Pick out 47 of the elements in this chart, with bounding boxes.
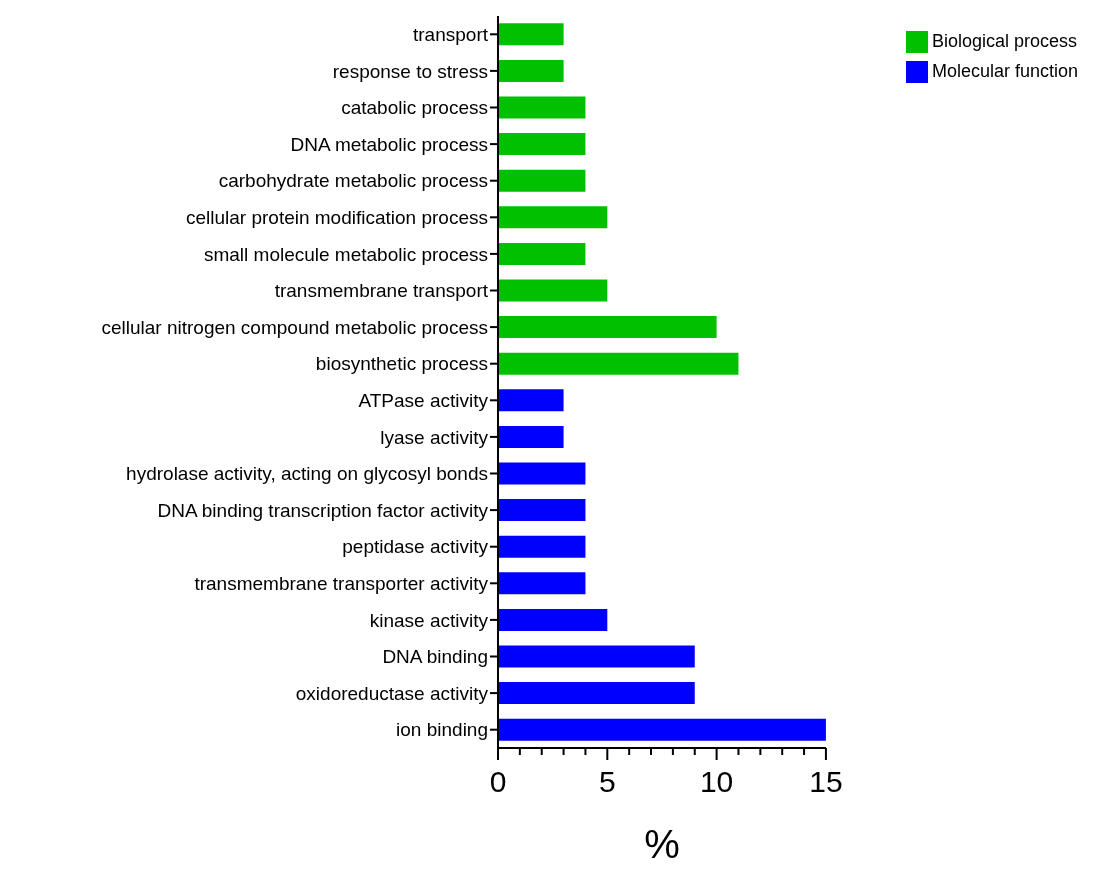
bar bbox=[498, 279, 608, 302]
y-tick-label: catabolic process bbox=[341, 97, 488, 119]
x-tick-label: 0 bbox=[489, 765, 507, 798]
x-tick-label: 10 bbox=[699, 765, 734, 798]
y-tick-label: kinase activity bbox=[369, 609, 489, 631]
bar bbox=[498, 316, 717, 339]
y-tick-label: DNA metabolic process bbox=[290, 133, 488, 155]
y-tick-label: biosynthetic process bbox=[315, 353, 488, 375]
x-tick-label: 15 bbox=[809, 765, 843, 798]
bar bbox=[498, 718, 826, 741]
bar bbox=[498, 499, 586, 522]
bar bbox=[498, 23, 564, 46]
y-tick-label: DNA binding bbox=[382, 646, 488, 668]
y-tick-label: oxidoreductase activity bbox=[295, 682, 489, 704]
y-tick-label: transmembrane transport bbox=[274, 280, 489, 302]
bar bbox=[498, 425, 564, 448]
y-tick-label: cellular nitrogen compound metabolic process bbox=[101, 316, 488, 338]
bar bbox=[498, 96, 586, 119]
y-tick-label: lyase activity bbox=[380, 426, 489, 448]
y-tick-label: carbohydrate metabolic process bbox=[218, 170, 488, 192]
bar bbox=[498, 59, 564, 82]
bar bbox=[498, 169, 586, 192]
y-tick-label: small molecule metabolic process bbox=[203, 243, 488, 265]
y-tick-label: hydrolase activity, acting on glycosyl bonds bbox=[126, 463, 488, 485]
bar bbox=[498, 645, 695, 668]
bar bbox=[498, 682, 695, 705]
y-tick-label: response to stress bbox=[332, 60, 488, 82]
bar bbox=[498, 535, 586, 558]
bar bbox=[498, 242, 586, 265]
bar bbox=[498, 133, 586, 156]
bar bbox=[498, 462, 586, 485]
y-tick-label: ion binding bbox=[396, 719, 488, 741]
legend-label: Biological process bbox=[931, 31, 1077, 51]
bar bbox=[498, 206, 608, 229]
legend-label: Molecular function bbox=[931, 61, 1078, 81]
y-tick-label: transmembrane transporter activity bbox=[194, 573, 489, 595]
y-tick-label: DNA binding transcription factor activity bbox=[157, 499, 489, 521]
y-tick-label: transport bbox=[413, 24, 489, 46]
bar bbox=[498, 352, 739, 375]
y-tick-label: ATPase activity bbox=[358, 390, 489, 412]
x-axis-title: % bbox=[644, 822, 680, 866]
bar bbox=[498, 608, 608, 631]
y-tick-label: peptidase activity bbox=[342, 536, 489, 558]
x-tick-label: 5 bbox=[598, 765, 616, 798]
y-tick-label: cellular protein modification process bbox=[185, 207, 488, 229]
bar bbox=[498, 389, 564, 412]
bar bbox=[498, 572, 586, 595]
